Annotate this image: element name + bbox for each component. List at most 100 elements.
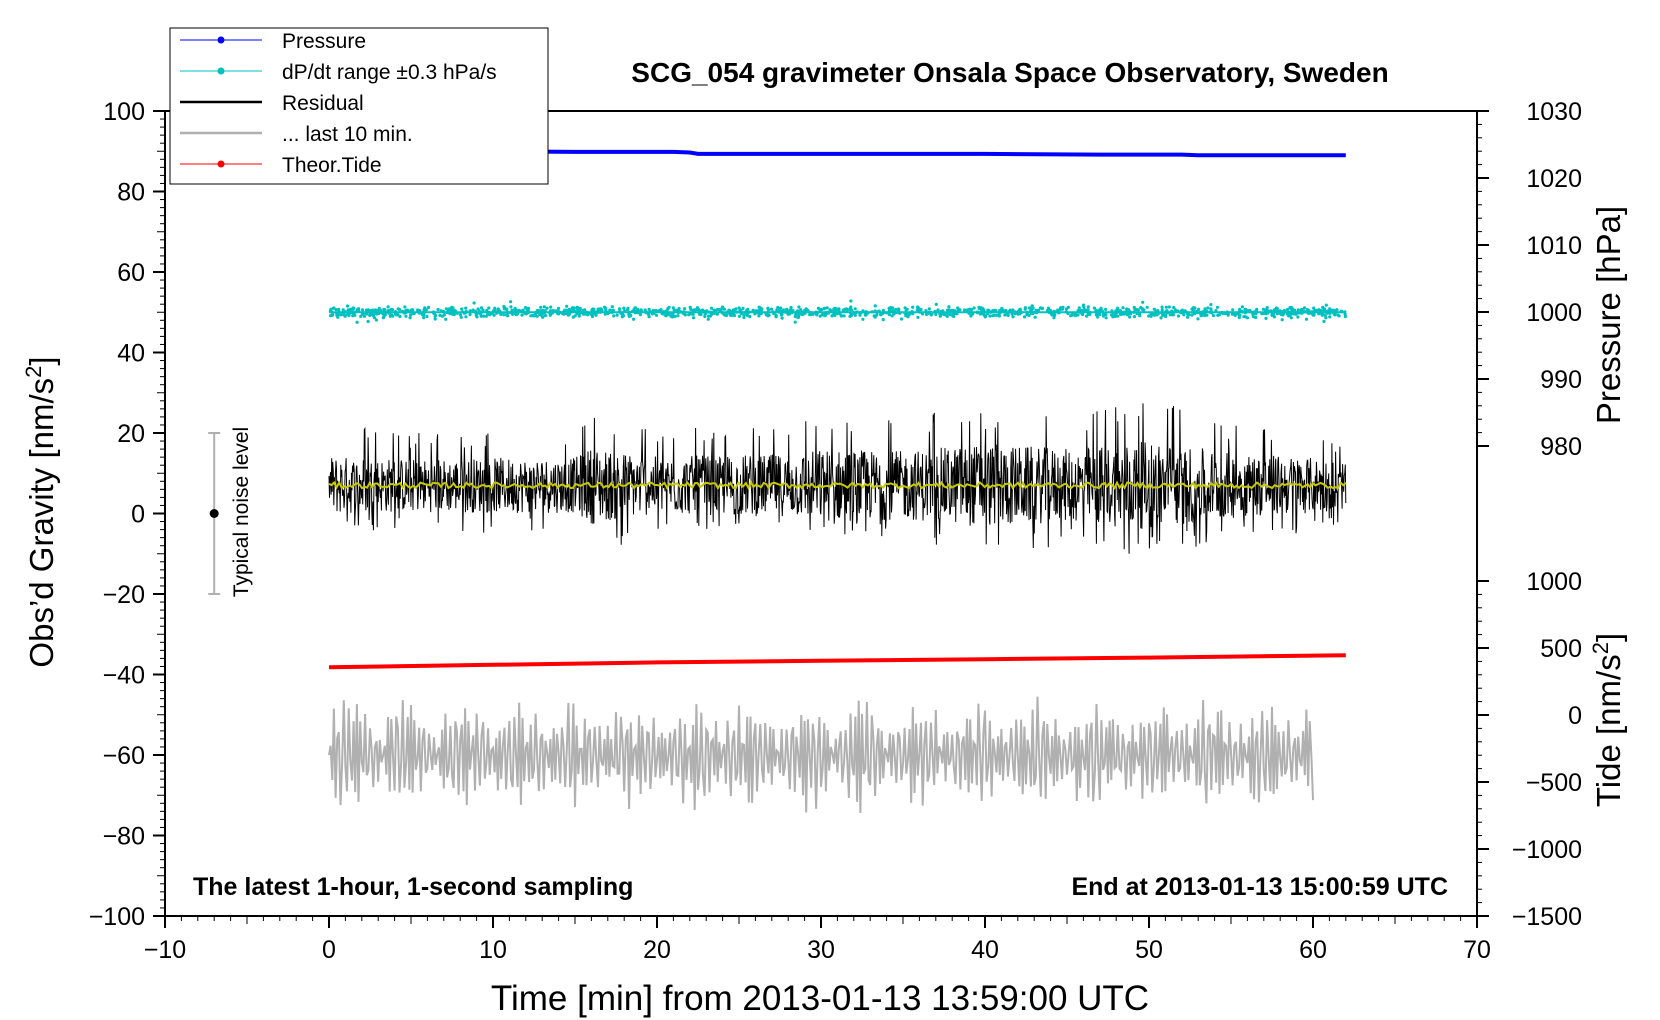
series-dpdt-point <box>1099 306 1103 310</box>
pressure-tick-label: 990 <box>1540 366 1582 394</box>
series-dpdt-point <box>1096 315 1100 319</box>
series-dpdt-point <box>1209 303 1213 307</box>
series-dpdt-point <box>626 306 630 310</box>
series-dpdt-point <box>1260 311 1264 315</box>
series-dpdt-point <box>1022 315 1027 319</box>
series-dpdt-point <box>1264 316 1268 320</box>
series-dpdt-point <box>1195 310 1199 314</box>
legend-swatch-marker <box>217 67 225 75</box>
series-dpdt-point <box>1056 311 1060 315</box>
y-axis-label-left: Obs’d Gravity [nm/s2] <box>21 356 60 667</box>
series-dpdt-point <box>890 308 895 313</box>
series-dpdt-point <box>748 315 752 319</box>
noise-bar-center-point <box>209 509 219 518</box>
series-dpdt-point <box>662 310 666 314</box>
series-dpdt-point <box>1147 314 1151 318</box>
series-dpdt-point <box>1046 306 1050 310</box>
series-dpdt-point <box>433 317 437 321</box>
series-dpdt-point <box>535 310 539 314</box>
series-dpdt-point <box>335 311 339 316</box>
series-dpdt-point <box>1295 310 1299 314</box>
series-dpdt-point <box>1053 313 1057 317</box>
tide-tick-label: −1000 <box>1512 836 1582 864</box>
series-dpdt-point <box>517 308 521 312</box>
series-dpdt-point <box>1164 305 1168 309</box>
series-dpdt-point <box>1098 312 1102 317</box>
series-dpdt-point <box>404 314 408 318</box>
series-dpdt-point <box>673 314 677 319</box>
series-dpdt <box>328 299 1347 324</box>
series-dpdt-point <box>1167 305 1171 309</box>
series-dpdt-point <box>880 312 884 316</box>
series-dpdt-point <box>881 308 885 313</box>
series-dpdt-point <box>885 311 889 315</box>
series-dpdt-point <box>393 310 398 314</box>
series-dpdt-point <box>450 312 455 316</box>
series-dpdt-point <box>1029 310 1034 314</box>
series-dpdt-point <box>722 307 727 311</box>
x-tick-label: 40 <box>971 936 999 964</box>
x-tick-label: 20 <box>643 936 671 964</box>
series-dpdt-point <box>1092 306 1096 310</box>
series-dpdt-point <box>927 307 931 311</box>
series-dpdt-point <box>1104 307 1108 311</box>
series-dpdt-point <box>1244 307 1248 311</box>
series-dpdt-point <box>1079 308 1083 312</box>
series-dpdt-point <box>352 312 356 316</box>
y-axis-label-left-end: ] <box>23 356 60 365</box>
series-dpdt-point <box>897 308 901 313</box>
series-dpdt-point <box>525 309 529 313</box>
series-dpdt-point <box>1265 306 1269 310</box>
series-dpdt-point <box>760 307 764 311</box>
series-dpdt-point <box>791 309 795 313</box>
tide-tick-label: 1000 <box>1526 568 1582 596</box>
series-dpdt-point <box>1328 307 1332 311</box>
series-dpdt-point <box>1186 315 1190 319</box>
series-dpdt-point <box>377 306 381 310</box>
series-dpdt-point <box>656 309 661 314</box>
series-dpdt-point <box>963 308 967 312</box>
series-dpdt-point <box>647 307 651 311</box>
series-dpdt-point <box>993 308 997 312</box>
series-dpdt-point <box>460 307 464 311</box>
series-dpdt-point <box>849 313 854 317</box>
series-dpdt-point <box>744 309 749 313</box>
legend-label: Theor.Tide <box>282 154 382 177</box>
series-dpdt-point <box>1160 308 1164 312</box>
series-dpdt-point <box>751 308 755 313</box>
y-tick-label: −40 <box>103 662 145 690</box>
x-tick-label: 30 <box>807 936 835 964</box>
series-dpdt-point <box>811 312 815 316</box>
series-dpdt-point <box>723 313 728 317</box>
y-axis-label-tide-main: Tide [nm/s <box>1590 654 1627 807</box>
series-dpdt-point <box>630 309 635 313</box>
series-dpdt-point <box>1238 307 1242 311</box>
series-dpdt-point <box>1211 314 1216 318</box>
series-dpdt-point <box>445 311 449 315</box>
y-axis-label-left-main: Obs’d Gravity [nm/s <box>23 378 60 668</box>
series-dpdt-point <box>858 313 862 317</box>
series-dpdt-point <box>796 315 800 319</box>
series-dpdt-point <box>730 311 735 315</box>
legend-label: Residual <box>282 92 364 115</box>
series-dpdt-point <box>508 310 513 315</box>
series-dpdt-point <box>842 314 846 318</box>
y-axis-label-tide-end: ] <box>1590 633 1627 642</box>
series-dpdt-point <box>365 312 369 316</box>
series-dpdt-point <box>578 307 582 311</box>
series-dpdt-point <box>576 308 580 313</box>
series-dpdt-point <box>936 308 940 312</box>
series-dpdt-point <box>328 314 333 318</box>
series-dpdt-point <box>887 312 892 317</box>
series-dpdt-point <box>1004 308 1008 313</box>
series-dpdt-point <box>506 314 510 318</box>
series-dpdt-point <box>436 307 440 312</box>
series-dpdt-point <box>388 314 392 318</box>
series-dpdt-point <box>362 314 366 318</box>
series-dpdt-point <box>918 307 922 312</box>
series-dpdt-point <box>485 308 489 313</box>
series-dpdt-point <box>904 309 908 313</box>
series-dpdt-point <box>444 317 448 321</box>
series-theor-tide <box>328 653 1346 670</box>
series-dpdt-point <box>1013 310 1017 314</box>
